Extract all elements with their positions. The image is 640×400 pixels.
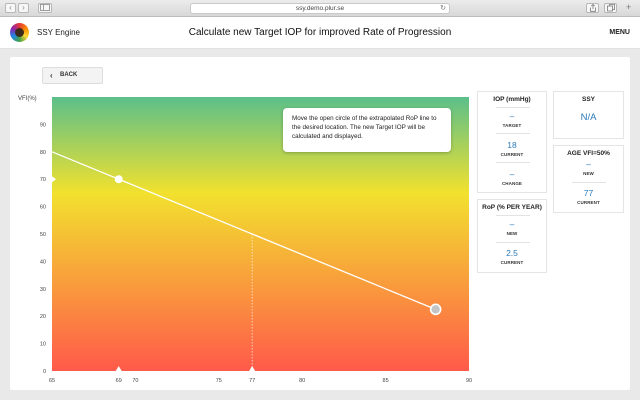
rop-panel-title: RoP (% PER YEAR) [482,204,542,211]
back-button-label: BACK [60,72,78,78]
x-marker-triangle [115,366,122,371]
x-tick-label: 85 [383,378,389,384]
divider [496,107,530,108]
iop-target-stat: – TARGET [478,111,546,128]
ssy-logo-icon [10,23,29,42]
sidebar-toggle-icon[interactable] [38,3,52,13]
rop-panel: RoP (% PER YEAR) – NEW 2.5 CURRENT [477,199,547,273]
y-tick-label: 90 [40,122,46,128]
x-marker-label: 77 [249,378,255,384]
divider [496,242,530,243]
page-title: Calculate new Target IOP for improved Ra… [188,27,452,38]
iop-change-stat: – CHANGE [478,169,546,186]
y-tick-label: 60 [40,205,46,211]
y-tick-label: 10 [40,342,46,348]
draggable-handle[interactable] [429,303,442,316]
age-new-label: NEW [583,171,594,176]
iop-current-stat: 18 CURRENT [478,140,546,157]
iop-change-label: CHANGE [501,181,523,186]
reload-icon[interactable]: ↻ [440,5,446,12]
ssy-stat: N/A [554,112,623,123]
instruction-tooltip: Move the open circle of the extrapolated… [283,108,451,152]
x-tick-label: 70 [132,378,138,384]
divider [572,182,606,183]
ssy-panel: SSY N/A [553,91,624,139]
ssy-value: N/A [580,112,597,123]
x-marker-triangle [249,366,256,371]
divider [496,133,530,134]
iop-target-value: – [509,111,515,121]
x-marker-label: 69 [116,378,122,384]
y-tick-label: 20 [40,314,46,320]
sidebar-icon [40,4,50,11]
age-panel: AGE VFI=50% – NEW 77 CURRENT [553,145,624,213]
rop-current-stat: 2.5 CURRENT [478,248,546,265]
iop-panel-title: IOP (mmHg) [493,96,531,103]
share-icon[interactable] [586,3,599,13]
y-tick-label: 40 [40,259,46,265]
x-tick-label: 75 [216,378,222,384]
current-point-marker [114,175,123,184]
age-current-label: CURRENT [577,200,600,205]
y-tick-label: 50 [40,232,46,238]
menu-button[interactable]: MENU [609,29,630,36]
y-axis-label: VFI(%) [18,96,37,102]
age-current-value: 77 [583,188,594,198]
y-tick-label: 30 [40,287,46,293]
iop-panel: IOP (mmHg) – TARGET 18 CURRENT – CHANGE [477,91,547,193]
x-tick-label: 65 [49,378,55,384]
x-tick-label: 80 [299,378,305,384]
y-tick-label: 70 [40,177,46,183]
left-axis-marker [52,176,56,183]
iop-change-value: – [509,169,515,179]
rop-new-value: – [509,219,515,229]
address-bar[interactable]: ssy.demo.plur.se ↻ [190,3,450,14]
rop-new-stat: – NEW [478,219,546,236]
url-text: ssy.demo.plur.se [295,5,345,12]
tabs-overview-icon[interactable] [604,3,617,13]
browser-forward-button[interactable]: › [18,3,29,13]
y-tick-label: 0 [43,369,46,375]
new-tab-button[interactable]: + [626,2,632,12]
chevron-left-icon: ‹ [50,71,53,80]
browser-back-button[interactable]: ‹ [5,3,16,13]
y-tick-label: 80 [40,150,46,156]
iop-current-label: CURRENT [500,152,524,157]
rop-current-value: 2.5 [506,248,518,258]
rop-current-label: CURRENT [500,260,524,265]
age-current-stat: 77 CURRENT [554,188,623,205]
back-button[interactable]: ‹ BACK [42,67,103,84]
divider [496,215,530,216]
iop-current-value: 18 [507,140,517,150]
age-new-value: – [586,159,591,169]
app-name: SSY Engine [37,28,80,37]
browser-toolbar: ‹ › ssy.demo.plur.se ↻ + [0,0,640,17]
x-tick-label: 90 [466,378,472,384]
rop-new-label: NEW [506,231,518,236]
age-new-stat: – NEW [554,159,623,176]
ssy-panel-title: SSY [581,96,595,103]
iop-target-label: TARGET [502,123,522,128]
app-header: SSY Engine Calculate new Target IOP for … [0,17,640,49]
divider [496,162,530,163]
age-panel-title: AGE VFI=50% [567,150,610,157]
